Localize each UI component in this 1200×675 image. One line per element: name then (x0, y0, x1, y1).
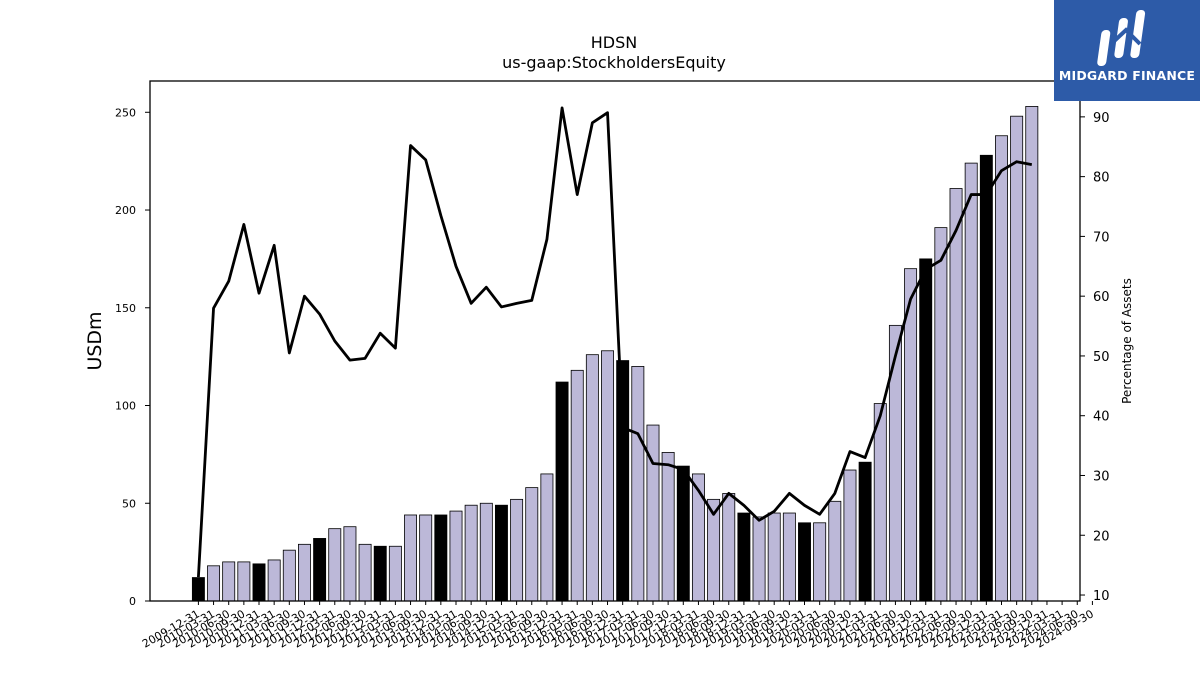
bar (525, 487, 539, 602)
bar (404, 514, 418, 602)
bar (570, 369, 584, 602)
bar (722, 493, 736, 602)
y-tick-label: 50 (122, 497, 136, 510)
bar (979, 154, 993, 602)
bar (919, 258, 933, 602)
y-axis-label: USDm (84, 311, 106, 370)
bar (298, 543, 311, 602)
logo-text: MIDGARD FINANCE (1058, 68, 1196, 83)
y2-axis-label: Percentage of Assets (1120, 278, 1134, 404)
bar (388, 545, 402, 602)
bar (343, 526, 357, 602)
bar (252, 563, 266, 602)
y2-tick-label: 30 (1093, 469, 1110, 484)
midgard-logo-icon (1097, 10, 1146, 66)
y2-tick-label: 70 (1093, 230, 1110, 245)
bar (888, 324, 902, 602)
bar (995, 135, 1008, 602)
plot-frame (149, 80, 1081, 602)
bar (782, 512, 796, 602)
bar (449, 510, 463, 602)
bar (328, 528, 342, 602)
midgard-finance-logo: MIDGARD FINANCE (1054, 0, 1200, 101)
chart-subtitle: us-gaap:StockholdersEquity (502, 53, 726, 72)
y2-tick-label: 90 (1093, 111, 1110, 126)
bar (934, 227, 948, 602)
y-axis-left: 0 50 100 150 200 250 (115, 106, 150, 608)
bar (767, 512, 781, 602)
bar (585, 354, 599, 602)
y2-tick-label: 60 (1093, 290, 1110, 305)
bar (313, 538, 327, 602)
bar (555, 381, 569, 602)
bar (631, 366, 645, 602)
bar (464, 504, 478, 602)
bar (873, 403, 887, 602)
bar (964, 162, 978, 602)
bar (479, 502, 493, 602)
bar (510, 498, 524, 602)
y2-tick-label: 20 (1093, 529, 1110, 544)
bar (646, 424, 660, 602)
y-tick-label: 0 (129, 595, 136, 608)
bar (858, 461, 872, 602)
bar (494, 504, 508, 602)
bar (540, 473, 554, 602)
bar (798, 522, 811, 602)
bar (373, 545, 387, 602)
bar (358, 543, 372, 602)
y-tick-label: 100 (115, 400, 136, 413)
bar (282, 549, 296, 602)
y-axis-right: 10 20 30 40 50 60 70 80 90 (1080, 111, 1110, 604)
y-tick-label: 150 (115, 302, 136, 315)
y2-tick-label: 80 (1093, 171, 1110, 186)
bar (737, 512, 751, 602)
y2-tick-label: 10 (1093, 589, 1110, 604)
y-tick-label: 200 (115, 204, 136, 217)
chart-title: HDSN (591, 33, 637, 52)
bar (419, 514, 433, 602)
bar (828, 500, 842, 602)
bar (1010, 115, 1024, 602)
bar (813, 522, 827, 602)
bar (434, 514, 448, 602)
bar (676, 465, 690, 602)
y-tick-label: 250 (115, 106, 136, 119)
bar-group (191, 106, 1039, 602)
bar (222, 561, 236, 602)
bar (267, 559, 281, 602)
bar (191, 577, 205, 602)
y2-tick-label: 40 (1093, 410, 1110, 425)
bar (207, 565, 221, 602)
percentage-line (197, 106, 1033, 578)
bar (752, 516, 766, 602)
bar (661, 452, 675, 602)
bar (237, 561, 251, 602)
bar (949, 188, 963, 602)
bar (843, 469, 857, 602)
bar (1025, 106, 1039, 602)
y2-tick-label: 50 (1093, 350, 1110, 365)
x-axis: 2009-12-312010-03-312010-06-302010-09-30… (140, 601, 1096, 651)
bar (601, 350, 614, 602)
bar (616, 360, 630, 602)
